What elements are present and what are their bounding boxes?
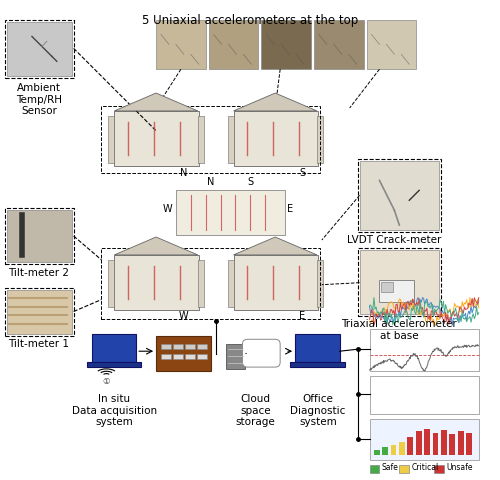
Text: Office
Diagnostic
system: Office Diagnostic system bbox=[290, 394, 346, 427]
Bar bbox=[5, 20, 73, 78]
Polygon shape bbox=[234, 237, 317, 255]
Bar bbox=[382, 282, 394, 292]
Text: ①: ① bbox=[102, 377, 110, 386]
Bar bbox=[156, 336, 210, 371]
Bar bbox=[114, 255, 198, 310]
Bar bbox=[424, 429, 430, 456]
Bar bbox=[198, 260, 203, 307]
Bar bbox=[108, 260, 114, 307]
Text: In situ
Data acquisition
system: In situ Data acquisition system bbox=[72, 394, 157, 427]
Bar bbox=[432, 432, 438, 456]
Bar bbox=[262, 20, 311, 69]
Bar bbox=[226, 344, 246, 369]
Bar bbox=[314, 20, 364, 69]
Bar bbox=[466, 432, 472, 456]
Bar bbox=[358, 248, 441, 316]
Text: E: E bbox=[287, 204, 293, 214]
Text: E: E bbox=[299, 312, 305, 322]
Bar bbox=[5, 208, 73, 264]
Bar bbox=[366, 20, 416, 69]
Bar bbox=[370, 376, 479, 414]
Text: W: W bbox=[179, 312, 188, 322]
Bar bbox=[317, 260, 323, 307]
Bar bbox=[408, 437, 413, 456]
Bar bbox=[370, 329, 479, 371]
Text: N: N bbox=[180, 168, 188, 178]
Bar bbox=[156, 20, 206, 69]
Bar bbox=[173, 354, 183, 359]
FancyBboxPatch shape bbox=[242, 339, 280, 367]
Text: Ambient
Temp/RH
Sensor: Ambient Temp/RH Sensor bbox=[16, 83, 62, 116]
Bar bbox=[102, 248, 320, 319]
Polygon shape bbox=[234, 93, 317, 111]
Bar bbox=[370, 466, 380, 473]
Bar bbox=[400, 466, 409, 473]
Text: Critical: Critical bbox=[411, 463, 438, 472]
Bar bbox=[208, 20, 258, 69]
Bar bbox=[197, 344, 206, 349]
Bar bbox=[108, 116, 114, 163]
Bar bbox=[7, 289, 71, 335]
Bar bbox=[234, 255, 318, 310]
Text: Safe: Safe bbox=[382, 463, 398, 472]
Bar bbox=[360, 161, 439, 230]
Bar bbox=[434, 466, 444, 473]
Text: Cloud
space
storage: Cloud space storage bbox=[236, 394, 275, 427]
Bar bbox=[5, 288, 73, 336]
Bar bbox=[114, 111, 198, 166]
Bar bbox=[458, 432, 464, 456]
Bar bbox=[161, 344, 171, 349]
Text: Tilt-meter 1: Tilt-meter 1 bbox=[8, 339, 70, 349]
Bar bbox=[416, 432, 422, 456]
Bar bbox=[390, 445, 396, 456]
Bar bbox=[185, 354, 195, 359]
Bar bbox=[197, 354, 206, 359]
Bar bbox=[7, 210, 71, 262]
Bar bbox=[450, 434, 455, 456]
Polygon shape bbox=[114, 237, 198, 255]
Text: Tilt-meter 2: Tilt-meter 2 bbox=[8, 268, 70, 278]
Bar bbox=[92, 335, 136, 362]
Text: W: W bbox=[163, 204, 173, 214]
Bar bbox=[374, 450, 380, 456]
Bar bbox=[234, 111, 318, 166]
Bar bbox=[317, 116, 323, 163]
Text: LVDT Crack-meter: LVDT Crack-meter bbox=[347, 235, 442, 245]
Bar bbox=[173, 344, 183, 349]
Bar bbox=[176, 191, 285, 235]
Bar bbox=[295, 335, 340, 362]
Bar bbox=[7, 22, 71, 76]
Bar bbox=[161, 354, 171, 359]
Bar bbox=[185, 344, 195, 349]
Text: S: S bbox=[248, 178, 254, 187]
Bar bbox=[370, 419, 479, 460]
Text: N: N bbox=[207, 178, 214, 187]
Polygon shape bbox=[114, 93, 198, 111]
Bar bbox=[399, 442, 405, 456]
Text: Triaxial accelerometer
at base: Triaxial accelerometer at base bbox=[342, 319, 457, 341]
Bar bbox=[198, 116, 203, 163]
Bar bbox=[228, 260, 234, 307]
Bar bbox=[86, 362, 141, 367]
Bar bbox=[228, 116, 234, 163]
Bar bbox=[441, 430, 447, 456]
Bar bbox=[360, 250, 439, 314]
Text: 5 Uniaxial accelerometers at the top: 5 Uniaxial accelerometers at the top bbox=[142, 13, 358, 26]
Bar bbox=[290, 362, 344, 367]
Bar bbox=[102, 106, 320, 173]
Text: S: S bbox=[299, 168, 305, 178]
Bar bbox=[380, 280, 414, 301]
Bar bbox=[382, 447, 388, 456]
Text: Unsafe: Unsafe bbox=[446, 463, 472, 472]
Bar bbox=[358, 158, 441, 232]
